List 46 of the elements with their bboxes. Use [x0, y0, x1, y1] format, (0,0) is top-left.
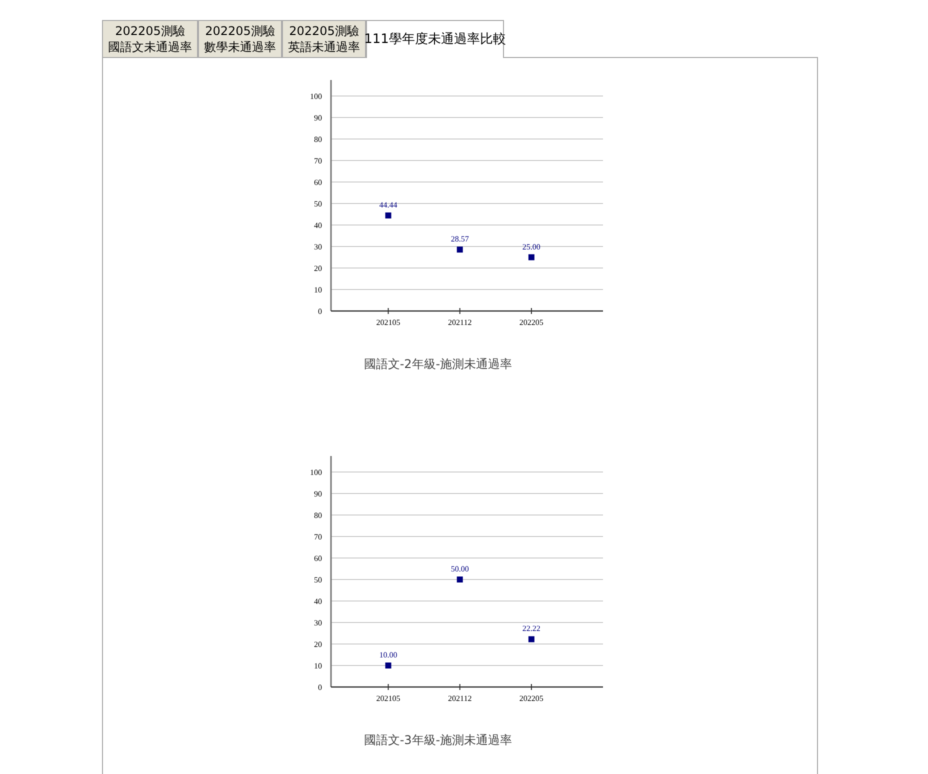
y-tick-label: 30: [314, 618, 322, 628]
y-tick-label: 40: [314, 221, 322, 230]
y-tick-label: 50: [314, 200, 322, 208]
data-label: 44.44: [379, 200, 398, 210]
point: [528, 636, 534, 642]
data-label: 25.00: [522, 242, 540, 252]
data-label: 28.57: [450, 234, 469, 244]
y-tick-label: 60: [314, 554, 322, 563]
data-label: 10.00: [379, 650, 398, 660]
point: [385, 212, 392, 218]
point: [385, 662, 392, 668]
point: [456, 576, 463, 582]
y-tick-label: 40: [314, 597, 322, 606]
point: [528, 254, 534, 260]
text: 國語文-2年級-施測未通過率: [364, 357, 512, 371]
y-tick-label: 60: [314, 178, 322, 187]
text: 202205測驗數學未通過率: [204, 24, 276, 54]
text: 111學年度未通過率比較: [364, 20, 506, 58]
y-tick-label: 70: [314, 532, 322, 542]
y-tick-label: 70: [314, 156, 322, 166]
x-tick-label: 202105: [376, 694, 400, 703]
text: 國語文-3年級-施測未通過率: [364, 733, 512, 747]
y-tick-label: 100: [310, 92, 322, 101]
y-tick-label: 0: [318, 307, 322, 316]
y-tick-label: 50: [314, 576, 322, 584]
y-tick-label: 10: [314, 662, 322, 670]
y-tick-label: 80: [314, 135, 322, 144]
text: 202205測驗國語文未通過率: [108, 24, 192, 54]
point: [456, 246, 463, 253]
y-tick-label: 30: [314, 242, 322, 252]
data-label: 50.00: [450, 564, 469, 574]
y-tick-label: 80: [314, 511, 322, 520]
y-tick-label: 10: [314, 286, 322, 294]
text: 202205測驗英語未通過率: [288, 24, 360, 54]
y-tick-label: 90: [314, 114, 322, 122]
x-tick-label: 202105: [376, 318, 400, 327]
y-tick-label: 20: [314, 264, 322, 273]
data-label: 22.22: [522, 624, 540, 634]
x-tick-label: 202205: [519, 318, 544, 327]
y-tick-label: 20: [314, 640, 322, 649]
y-tick-label: 90: [314, 490, 322, 498]
y-tick-label: 100: [310, 468, 322, 477]
x-tick-label: 202112: [448, 694, 472, 703]
x-tick-label: 202112: [448, 318, 472, 327]
y-tick-label: 0: [318, 683, 322, 692]
x-tick-label: 202205: [519, 694, 544, 703]
